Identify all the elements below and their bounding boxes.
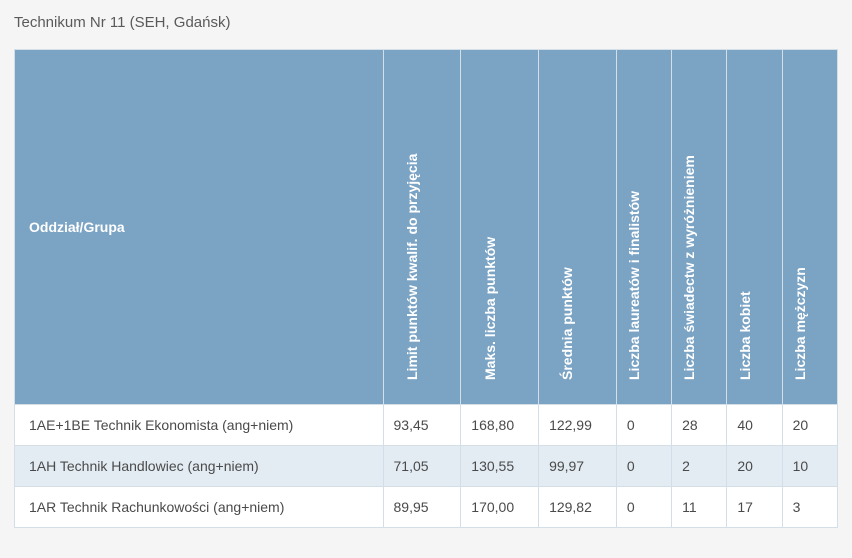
- cell-women: 17: [727, 487, 782, 528]
- cell-distinctions: 28: [672, 405, 727, 446]
- cell-men: 10: [782, 446, 837, 487]
- cell-avg: 99,97: [539, 446, 617, 487]
- col-header-avg: Średnia punktów: [539, 50, 617, 405]
- cell-avg: 122,99: [539, 405, 617, 446]
- table-row: 1AR Technik Rachunkowości (ang+niem) 89,…: [15, 487, 838, 528]
- col-header-distinctions: Liczba świadectw z wyróżnieniem: [672, 50, 727, 405]
- cell-distinctions: 11: [672, 487, 727, 528]
- cell-laureates: 0: [616, 487, 671, 528]
- table-row: 1AE+1BE Technik Ekonomista (ang+niem) 93…: [15, 405, 838, 446]
- cell-limit: 89,95: [383, 487, 461, 528]
- cell-laureates: 0: [616, 405, 671, 446]
- cell-group: 1AH Technik Handlowiec (ang+niem): [15, 446, 384, 487]
- col-header-group: Oddział/Grupa: [15, 50, 384, 405]
- cell-max: 168,80: [461, 405, 539, 446]
- table-row: 1AH Technik Handlowiec (ang+niem) 71,05 …: [15, 446, 838, 487]
- col-header-max: Maks. liczba punktów: [461, 50, 539, 405]
- cell-group: 1AE+1BE Technik Ekonomista (ang+niem): [15, 405, 384, 446]
- cell-women: 20: [727, 446, 782, 487]
- cell-max: 170,00: [461, 487, 539, 528]
- cell-distinctions: 2: [672, 446, 727, 487]
- cell-laureates: 0: [616, 446, 671, 487]
- table-header-row: Oddział/Grupa Limit punktów kwalif. do p…: [15, 50, 838, 405]
- cell-avg: 129,82: [539, 487, 617, 528]
- page-title: Technikum Nr 11 (SEH, Gdańsk): [14, 14, 838, 31]
- col-header-women: Liczba kobiet: [727, 50, 782, 405]
- col-header-men: Liczba mężczyzn: [782, 50, 837, 405]
- cell-men: 20: [782, 405, 837, 446]
- cell-max: 130,55: [461, 446, 539, 487]
- cell-group: 1AR Technik Rachunkowości (ang+niem): [15, 487, 384, 528]
- cell-limit: 93,45: [383, 405, 461, 446]
- admissions-table-wrapper: Oddział/Grupa Limit punktów kwalif. do p…: [14, 49, 838, 528]
- cell-limit: 71,05: [383, 446, 461, 487]
- col-header-laureates: Liczba laureatów i finalistów: [616, 50, 671, 405]
- admissions-table: Oddział/Grupa Limit punktów kwalif. do p…: [14, 49, 838, 528]
- cell-men: 3: [782, 487, 837, 528]
- col-header-limit: Limit punktów kwalif. do przyjęcia: [383, 50, 461, 405]
- cell-women: 40: [727, 405, 782, 446]
